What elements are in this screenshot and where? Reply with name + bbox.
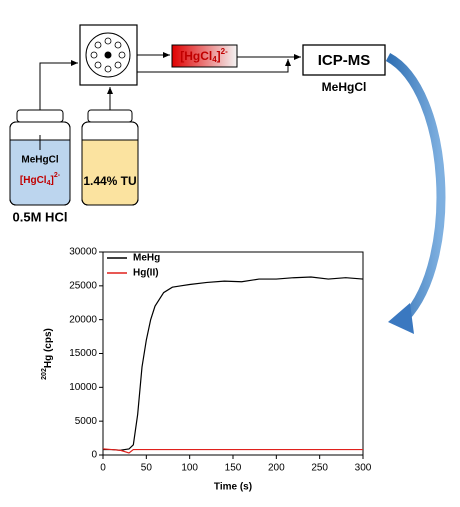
bottle-complex: [HgCl4]2- — [20, 172, 61, 187]
x-tick-label: 150 — [225, 463, 242, 474]
detected-species: MeHgCl — [322, 80, 367, 94]
y-tick-label: 30000 — [69, 247, 97, 258]
data-line — [102, 448, 363, 454]
y-tick-label: 5000 — [75, 416, 98, 427]
x-tick-label: 250 — [311, 463, 328, 474]
x-tick-label: 100 — [181, 463, 198, 474]
y-tick-label: 0 — [91, 450, 97, 461]
x-tick-label: 50 — [141, 463, 153, 474]
x-tick-label: 200 — [268, 463, 285, 474]
reagent-label: 1.44% TU — [83, 174, 136, 188]
detector-label: ICP-MS — [318, 52, 371, 69]
complex-label: [HgCl4]2- — [180, 47, 228, 64]
legend-label: Hg(II) — [133, 268, 159, 279]
y-tick-label: 15000 — [69, 348, 97, 359]
legend-label: MeHg — [133, 253, 160, 264]
y-axis-label: 202Hg (cps) — [41, 328, 54, 380]
chart: 0 5000 10000 15000 20000 25000 30000 0 50 100 150 2… — [69, 247, 372, 474]
y-tick-label: 10000 — [69, 382, 97, 393]
flow-diagram — [9, 24, 446, 334]
plot-frame — [102, 251, 364, 456]
data-line — [103, 276, 364, 451]
x-tick-label: 0 — [100, 463, 106, 474]
x-axis-label: Time (s) — [214, 482, 252, 493]
y-tick-label: 25000 — [69, 280, 97, 291]
y-tick-label: 20000 — [69, 314, 97, 325]
bottle-species: MeHgCl — [21, 155, 58, 166]
solvent-label: 0.5M HCl — [13, 209, 68, 224]
x-tick-label: 300 — [355, 463, 372, 474]
